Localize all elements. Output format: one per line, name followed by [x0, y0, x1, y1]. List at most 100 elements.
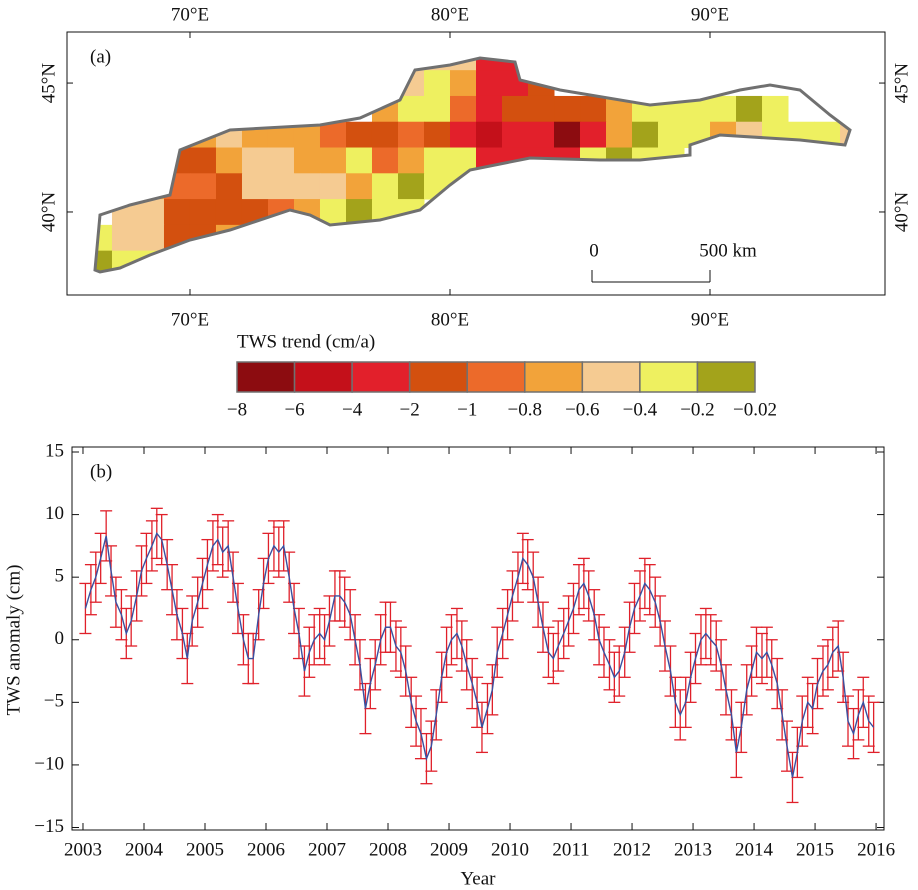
trend-cell: [710, 95, 737, 123]
trend-cell: [658, 147, 685, 174]
y-tick-label: −10: [34, 753, 64, 774]
trend-cell: [397, 147, 425, 174]
trend-cell: [189, 199, 217, 226]
trend-cell: [528, 121, 555, 149]
colorbar-swatch: [236, 361, 296, 393]
colorbar-swatch: [408, 361, 468, 393]
trend-cell: [397, 121, 425, 149]
x-tick-label: 80°E: [431, 4, 469, 25]
x-tick-label: 90°E: [691, 309, 729, 330]
colorbar-tick-label: −4: [342, 399, 363, 420]
x-axis-label: Year: [460, 868, 496, 889]
y-tick-label: 40°N: [891, 192, 912, 233]
trend-cell: [95, 250, 113, 272]
y-tick-label: −5: [44, 691, 64, 712]
trend-cell: [345, 173, 373, 200]
trend-cell: [449, 95, 477, 123]
x-tick-label: 2009: [430, 839, 468, 860]
trend-cell: [762, 121, 789, 149]
trend-cell: [449, 121, 477, 149]
trend-cell: [632, 95, 659, 123]
trend-cell: [528, 173, 555, 200]
trend-cell: [476, 70, 503, 97]
trend-cell: [502, 95, 529, 123]
trend-cell: [528, 147, 555, 174]
colorbar-tick-label: −0.02: [733, 399, 777, 420]
colorbar-swatch: [466, 361, 526, 393]
colorbar-tick-label: −8: [227, 399, 247, 420]
x-tick-label: 80°E: [431, 309, 469, 330]
colorbar-swatch: [696, 361, 756, 393]
colorbar-tick-label: −0.4: [623, 399, 658, 420]
colorbar-tick-label: −0.6: [565, 399, 599, 420]
trend-cell: [397, 173, 425, 200]
trend-cell: [762, 95, 789, 123]
trend-cell: [241, 147, 269, 174]
trend-cell: [449, 70, 477, 97]
trend-cell: [502, 121, 529, 149]
trend-cell: [267, 173, 295, 200]
x-tick-label: 2005: [186, 839, 224, 860]
panel-label: (a): [90, 46, 111, 67]
trend-cell: [215, 147, 243, 174]
trend-cell: [632, 121, 659, 149]
y-axis-label: TWS anomaly (cm): [3, 565, 24, 716]
trend-cell: [241, 224, 269, 252]
trend-cell: [267, 147, 295, 174]
y-tick-label: 40°N: [38, 192, 59, 233]
x-tick-label: 2006: [247, 839, 285, 860]
trend-cell: [371, 95, 399, 123]
trend-cell: [319, 147, 347, 174]
trend-cell: [449, 58, 477, 71]
trend-cell: [111, 224, 139, 252]
colorbar-swatch: [524, 361, 584, 393]
trend-cell: [163, 121, 191, 149]
colorbar-tick-label: −0.2: [680, 399, 714, 420]
trend-cell: [476, 95, 503, 123]
y-tick-label: 15: [45, 440, 64, 461]
trend-cell: [449, 173, 477, 200]
scale-bar-label: 500 km: [699, 240, 757, 261]
scale-bar-label: 0: [589, 240, 599, 261]
colorbar-swatch: [351, 361, 411, 393]
trend-cell: [371, 147, 399, 174]
trend-cell: [319, 173, 347, 200]
trend-cell: [137, 224, 165, 252]
trend-cell: [554, 121, 581, 149]
x-tick-label: 90°E: [691, 4, 729, 25]
trend-cell: [658, 95, 685, 123]
colorbar-tick-label: −0.8: [508, 399, 542, 420]
trend-cell: [476, 173, 503, 200]
y-tick-label: 45°N: [891, 63, 912, 104]
y-tick-label: 45°N: [38, 63, 59, 104]
x-tick-label: 2013: [674, 839, 712, 860]
trend-cell: [397, 95, 425, 123]
x-tick-label: 70°E: [171, 309, 209, 330]
x-tick-label: 2008: [369, 839, 407, 860]
trend-cell: [397, 70, 425, 97]
trend-cell: [371, 121, 399, 149]
trend-cell: [189, 173, 217, 200]
x-tick-label: 2014: [735, 839, 774, 860]
colorbar-swatch: [293, 361, 353, 393]
colorbar-swatch: [581, 361, 641, 393]
map-frame: [66, 31, 886, 296]
colorbar-tick-label: −6: [284, 399, 304, 420]
x-tick-label: 2012: [613, 839, 651, 860]
trend-cell: [840, 121, 850, 149]
trend-cell: [241, 173, 269, 200]
trend-cell: [580, 95, 607, 123]
trend-cell: [293, 173, 321, 200]
x-tick-label: 2010: [491, 839, 529, 860]
trend-cell: [293, 147, 321, 174]
trend-cell: [423, 95, 451, 123]
trend-cell: [502, 173, 529, 200]
trend-cell: [319, 121, 347, 149]
y-tick-label: 10: [45, 503, 64, 524]
trend-cell: [476, 147, 503, 174]
trend-cell: [502, 70, 529, 97]
trend-cell: [241, 121, 269, 149]
panel-label: (b): [90, 461, 112, 482]
trend-cell: [215, 199, 243, 226]
trend-cell: [423, 147, 451, 174]
